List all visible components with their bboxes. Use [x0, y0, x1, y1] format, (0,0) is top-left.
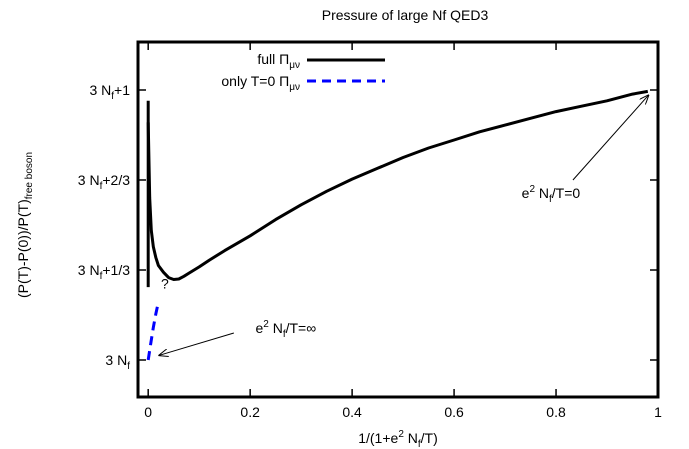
annotation-arrow [159, 332, 234, 355]
annotation-e2nf-zero: e2 Nf/T=0 [522, 184, 581, 205]
series-layer [146, 89, 649, 361]
x-tick-label: 0 [144, 404, 152, 420]
y-axis: 3 Nf 3 Nf+1/3 3 Nf+2/3 3 Nf+1 [78, 82, 658, 372]
annotation-arrow [572, 95, 648, 181]
plot-frame [136, 40, 660, 399]
x-tick-label: 0.2 [240, 404, 260, 420]
annotation-e2nf-infinity: e2 Nf/T=∞ [255, 319, 316, 340]
y-axis-label: (P(T)-P(0))/P(T)free boson [15, 152, 35, 298]
x-axis-label: 1/(1+e2 Nf/T) [358, 429, 438, 449]
x-axis: 0 0.2 0.4 0.6 0.8 1 [144, 42, 662, 420]
x-tick-label: 1 [654, 404, 662, 420]
series-t0-line [146, 301, 160, 361]
y-tick-label: 3 Nf [105, 352, 130, 372]
annotation-question: ? [161, 275, 169, 291]
annotations: ? e2 Nf/T=0 e2 Nf/T=∞ [159, 95, 648, 355]
legend-entry-full: full Πμν [257, 51, 300, 71]
legend: full Πμν only T=0 Πμν [221, 51, 385, 93]
legend-entry-t0: only T=0 Πμν [221, 73, 300, 93]
x-tick-label: 0.8 [546, 404, 566, 420]
x-tick-label: 0.4 [342, 404, 362, 420]
chart-title: Pressure of large Nf QED3 [322, 7, 489, 23]
series-full-line [146, 89, 649, 281]
x-tick-label: 0.6 [444, 404, 464, 420]
y-tick-label: 3 Nf+1/3 [78, 262, 130, 282]
y-tick-label: 3 Nf+1 [89, 82, 130, 102]
y-tick-label: 3 Nf+2/3 [78, 172, 130, 192]
